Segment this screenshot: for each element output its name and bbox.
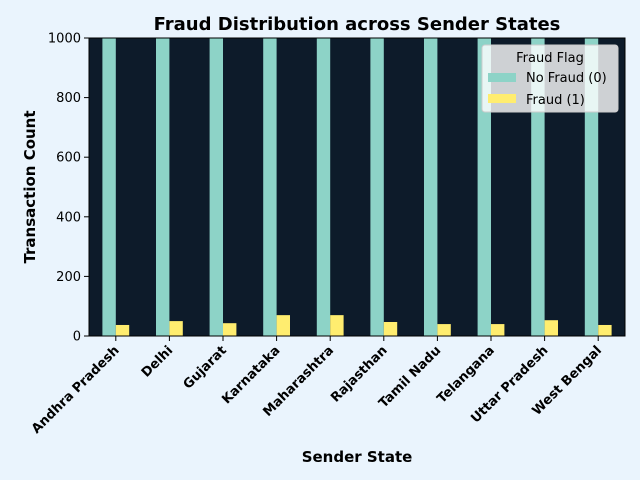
plot-frame: [88, 37, 626, 337]
bar-no-fraud-0-gujarat: [209, 38, 223, 336]
x-axis-label: Sender State: [302, 448, 413, 466]
bar-fraud-1-west-bengal: [598, 324, 612, 336]
bars-group: [102, 38, 612, 336]
legend-label-fraud: Fraud (1): [526, 93, 585, 108]
y-tick-label: 800: [56, 91, 81, 106]
x-tick-label-delhi: Delhi: [139, 343, 176, 380]
y-tick-label: 400: [56, 210, 81, 225]
y-ticks-group: 0 200 400 600 800 1000: [48, 32, 89, 345]
bar-no-fraud-0-andhra-pradesh: [102, 38, 116, 336]
x-ticks-group: Andhra Pradesh Delhi GujaratKarnatakaMahar…: [29, 336, 605, 437]
legend-swatch-fraud: [488, 94, 516, 103]
legend-swatch-no-fraud: [488, 73, 516, 82]
legend: Fraud Flag No Fraud (0) Fraud (1): [481, 44, 619, 113]
legend-title: Fraud Flag: [516, 51, 584, 66]
bar-fraud-1-tamil-nadu: [437, 324, 451, 336]
bar-no-fraud-0-rajasthan: [370, 38, 384, 336]
y-tick-label: 600: [56, 151, 81, 166]
axes-group: [88, 37, 626, 337]
y-tick-label: 0: [73, 330, 81, 345]
bar-fraud-1-rajasthan: [383, 321, 398, 336]
bar-fraud-1-delhi: [169, 321, 183, 336]
bar-fraud-1-gujarat: [223, 323, 237, 336]
x-tick-label-andhra-pradesh: Andhra Pradesh: [29, 343, 123, 437]
y-axis-label: Transaction Count: [21, 110, 39, 263]
chart-title: Fraud Distribution across Sender States: [154, 14, 561, 35]
legend-label-no-fraud: No Fraud (0): [526, 71, 607, 86]
bar-fraud-1-andhra-pradesh: [115, 324, 130, 336]
bar-no-fraud-0-karnataka: [263, 38, 277, 336]
x-tick-label-gujarat: Gujarat: [181, 343, 230, 392]
y-tick-label: 200: [56, 270, 81, 285]
bar-fraud-1-maharashtra: [330, 315, 344, 336]
bar-fraud-1-uttar-pradesh: [544, 320, 558, 336]
bar-no-fraud-0-delhi: [156, 38, 170, 336]
bar-fraud-1-telangana: [491, 324, 505, 336]
bar-no-fraud-0-maharashtra: [316, 38, 331, 336]
bar-fraud-1-karnataka: [276, 315, 290, 336]
y-tick-label: 1000: [48, 32, 81, 47]
bar-no-fraud-0-tamil-nadu: [424, 38, 438, 336]
